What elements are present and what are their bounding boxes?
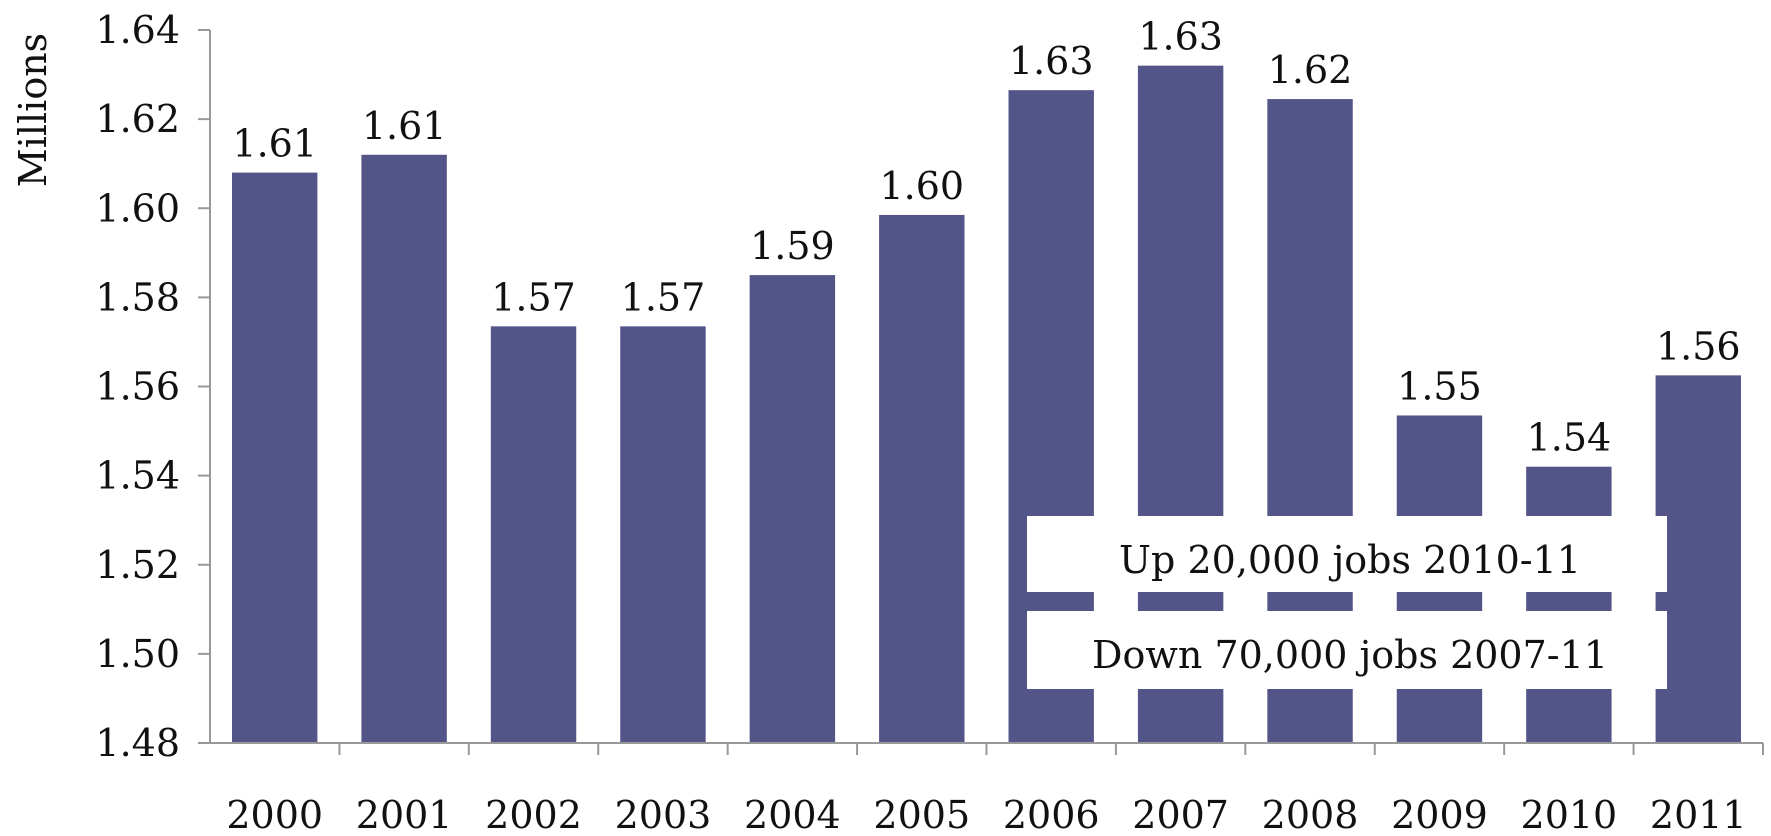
y-tick-label: 1.64	[95, 8, 180, 52]
x-tick-label-2004: 2004	[744, 793, 841, 836]
y-tick-label: 1.52	[95, 543, 180, 587]
data-label-2004: 1.59	[750, 224, 835, 268]
y-axis-ticks: 1.48 1.50 1.52 1.54 1.56 1.58 1.60 1.62 1.64	[95, 8, 210, 765]
x-tick-label-2008: 2008	[1262, 793, 1359, 836]
data-label-2001: 1.61	[362, 104, 447, 148]
annotation-down: Down 70,000 jobs 2007-11	[1027, 611, 1667, 689]
bar-2005	[879, 214, 965, 743]
x-tick-label-2005: 2005	[873, 793, 970, 836]
y-tick-label: 1.60	[95, 186, 180, 230]
y-tick-label: 1.50	[95, 632, 180, 676]
y-axis-title: Millions	[11, 33, 55, 187]
data-label-2009: 1.55	[1397, 364, 1482, 408]
y-tick-label: 1.56	[95, 365, 180, 409]
data-label-2002: 1.57	[491, 275, 576, 319]
x-tick-label-2007: 2007	[1132, 793, 1229, 836]
annotation-up: Up 20,000 jobs 2010-11	[1027, 516, 1667, 592]
x-tick-label-2003: 2003	[615, 793, 712, 836]
y-tick-label: 1.58	[95, 275, 180, 319]
data-label-2008: 1.62	[1268, 48, 1353, 92]
bar-2002	[490, 326, 577, 743]
x-tick-label-2002: 2002	[485, 793, 582, 836]
annotation-up-text: Up 20,000 jobs 2010-11	[1119, 538, 1581, 582]
bar-2000	[232, 172, 318, 744]
y-tick-label: 1.62	[95, 97, 180, 141]
bar-2003	[620, 326, 706, 743]
bar-2010	[1526, 466, 1612, 743]
x-tick-label-2001: 2001	[356, 793, 453, 836]
data-labels: 1.61 1.61 1.57 1.57 1.59 1.60 1.63 1.63 1.62 1.55…	[232, 15, 1740, 460]
x-tick-label-2000: 2000	[226, 793, 323, 836]
x-tick-label-2010: 2010	[1521, 793, 1618, 836]
data-label-2006: 1.63	[1009, 39, 1094, 83]
bar-2011	[1655, 375, 1741, 743]
bar-2004	[749, 275, 836, 743]
bar-2001	[361, 154, 447, 743]
y-tick-label: 1.48	[95, 721, 180, 765]
data-label-2007: 1.63	[1138, 15, 1223, 59]
y-tick-label: 1.54	[95, 454, 180, 498]
data-label-2011: 1.56	[1656, 324, 1741, 368]
data-label-2000: 1.61	[232, 122, 317, 166]
x-tick-label-2009: 2009	[1391, 793, 1488, 836]
data-label-2010: 1.54	[1527, 416, 1612, 460]
x-tick-label-2006: 2006	[1003, 793, 1100, 836]
x-tick-label-2011: 2011	[1650, 793, 1747, 836]
annotation-down-text: Down 70,000 jobs 2007-11	[1092, 633, 1608, 677]
data-label-2003: 1.57	[621, 275, 706, 319]
data-label-2005: 1.60	[879, 164, 964, 208]
x-axis-ticks: 2000 2001 2002 2003 2004 2005 2006 2007 2008 2009…	[226, 743, 1764, 836]
